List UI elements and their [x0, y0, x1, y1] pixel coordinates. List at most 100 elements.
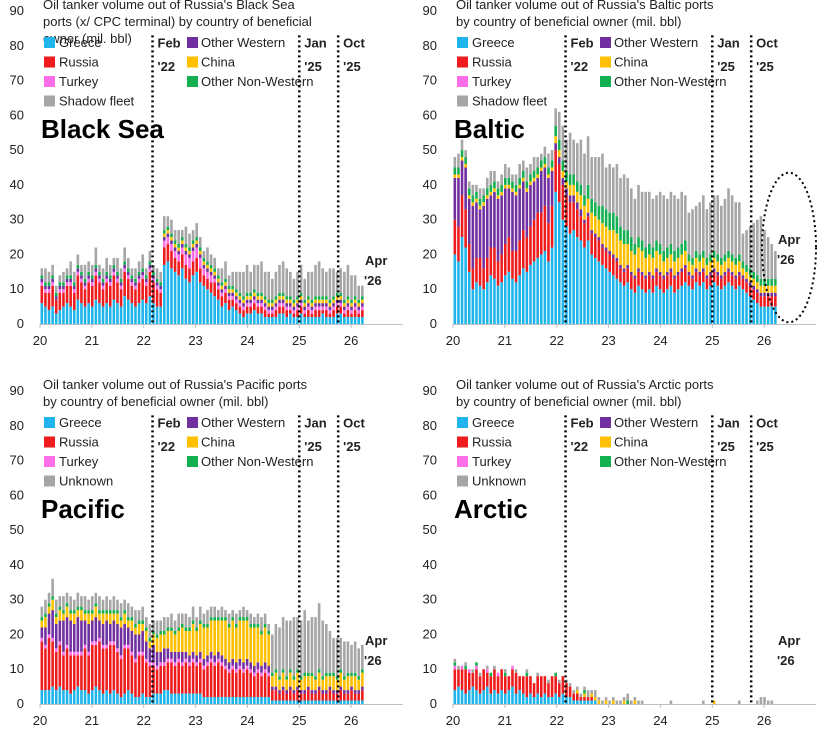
- bar-segment-other-western: [58, 285, 62, 290]
- legend-swatch-greece: [44, 37, 55, 48]
- bar-segment-russia: [144, 285, 148, 304]
- bar-segment-other-western: [514, 195, 518, 251]
- bar-segment-shadow-fleet: [460, 139, 464, 151]
- bar-segment-unknown: [101, 599, 105, 611]
- bar-segment-other-non-western: [137, 620, 141, 625]
- bar-segment-russia: [529, 676, 532, 694]
- bar-segment-other-western: [626, 264, 629, 269]
- bar-segment-other-western: [195, 655, 198, 663]
- bar-segment-other-western: [249, 662, 252, 670]
- bar-segment-other-western: [630, 271, 633, 276]
- bar-segment-china: [759, 285, 763, 293]
- bar-segment-russia: [536, 676, 539, 694]
- bar-segment-turkey: [346, 306, 350, 311]
- bar-segment-shadow-fleet: [260, 261, 263, 293]
- bar-segment-china: [557, 150, 561, 158]
- bar-segment-other-non-western: [130, 275, 134, 279]
- bar-segment-russia: [756, 292, 759, 304]
- bar-segment-russia: [198, 268, 202, 283]
- bar-segment-turkey: [177, 254, 180, 262]
- bar-segment-russia: [267, 313, 271, 318]
- bar-segment-other-non-western: [47, 282, 51, 286]
- bar-segment-russia: [101, 648, 105, 694]
- bar-segment-shadow-fleet: [40, 268, 44, 276]
- bar-segment-shadow-fleet: [723, 198, 727, 255]
- bar-segment-other-western: [83, 282, 87, 286]
- bar-segment-russia: [289, 690, 292, 701]
- bar-segment-china: [58, 610, 62, 621]
- bar-segment-greece: [162, 264, 166, 324]
- bar-segment-greece: [65, 303, 69, 324]
- bar-segment-china: [339, 672, 343, 687]
- bar-segment-other-western: [684, 264, 687, 269]
- region-label: Pacific: [41, 494, 125, 524]
- bar-segment-china: [314, 679, 317, 691]
- bar-segment-other-western: [137, 634, 141, 652]
- bar-segment-greece: [245, 313, 249, 324]
- bar-segment-greece: [572, 700, 575, 704]
- bar-segment-shadow-fleet: [245, 264, 249, 293]
- bar-segment-greece: [489, 693, 493, 704]
- bar-segment-greece: [521, 268, 525, 324]
- bar-segment-russia: [281, 690, 285, 701]
- bar-segment-russia: [126, 648, 130, 691]
- bar-segment-greece: [720, 289, 723, 324]
- bar-segment-shadow-fleet: [741, 233, 745, 262]
- bar-segment-other-non-western: [493, 181, 496, 189]
- bar-segment-shadow-fleet: [144, 268, 148, 276]
- bar-segment-other-non-western: [292, 676, 296, 680]
- bar-segment-greece: [177, 275, 180, 324]
- y-tick-label: 10: [423, 281, 437, 296]
- bar-segment-russia: [325, 693, 328, 701]
- bar-segment-greece: [195, 693, 198, 704]
- bar-segment-unknown: [453, 658, 457, 663]
- bar-segment-other-western: [547, 177, 550, 224]
- bar-segment-greece: [626, 282, 629, 324]
- bar-segment-shadow-fleet: [314, 264, 317, 297]
- bar-segment-other-western: [680, 268, 684, 272]
- bar-segment-greece: [503, 693, 507, 704]
- bar-segment-shadow-fleet: [253, 264, 256, 290]
- bar-segment-greece: [253, 310, 256, 324]
- bar-segment-greece: [281, 700, 285, 704]
- bar-segment-russia: [482, 268, 485, 290]
- legend-swatch-russia: [457, 436, 468, 448]
- bar-segment-other-non-western: [626, 700, 629, 704]
- bar-segment-turkey: [65, 282, 69, 286]
- bar-segment-china: [242, 299, 245, 304]
- bar-segment-greece: [217, 299, 220, 324]
- bar-segment-other-western: [90, 620, 94, 642]
- bar-segment-other-western: [44, 627, 47, 645]
- bar-segment-russia: [475, 669, 478, 691]
- bar-segment-other-non-western: [745, 264, 748, 272]
- bar-segment-russia: [460, 669, 464, 691]
- bar-segment-greece: [575, 700, 579, 704]
- bar-segment-russia: [687, 275, 691, 286]
- bar-segment-greece: [525, 697, 529, 704]
- bar-segment-china: [536, 174, 539, 178]
- bar-segment-greece: [745, 292, 748, 324]
- bar-segment-china: [361, 299, 364, 304]
- bar-segment-russia: [195, 665, 198, 694]
- bar-segment-shadow-fleet: [289, 271, 292, 297]
- bar-segment-russia: [310, 693, 314, 701]
- bar-segment-greece: [464, 247, 467, 324]
- bar-segment-russia: [741, 278, 745, 290]
- bar-segment-shadow-fleet: [58, 275, 62, 283]
- bar-segment-unknown: [80, 596, 83, 607]
- event-marker-label: Feb: [158, 416, 181, 431]
- region-label: Baltic: [454, 114, 525, 144]
- bar-segment-russia: [759, 296, 763, 307]
- bar-segment-shadow-fleet: [339, 268, 343, 293]
- bar-segment-russia: [518, 676, 521, 691]
- bar-segment-other-western: [220, 655, 224, 663]
- bar-segment-other-western: [62, 285, 65, 290]
- bar-segment-shadow-fleet: [774, 250, 777, 279]
- bar-segment-other-western: [292, 306, 296, 311]
- bar-segment-unknown: [485, 665, 489, 670]
- bar-segment-turkey: [162, 240, 166, 248]
- bar-segment-china: [310, 676, 314, 691]
- bar-segment-russia: [489, 676, 493, 694]
- bar-segment-turkey: [350, 310, 353, 314]
- bar-segment-other-non-western: [170, 627, 173, 631]
